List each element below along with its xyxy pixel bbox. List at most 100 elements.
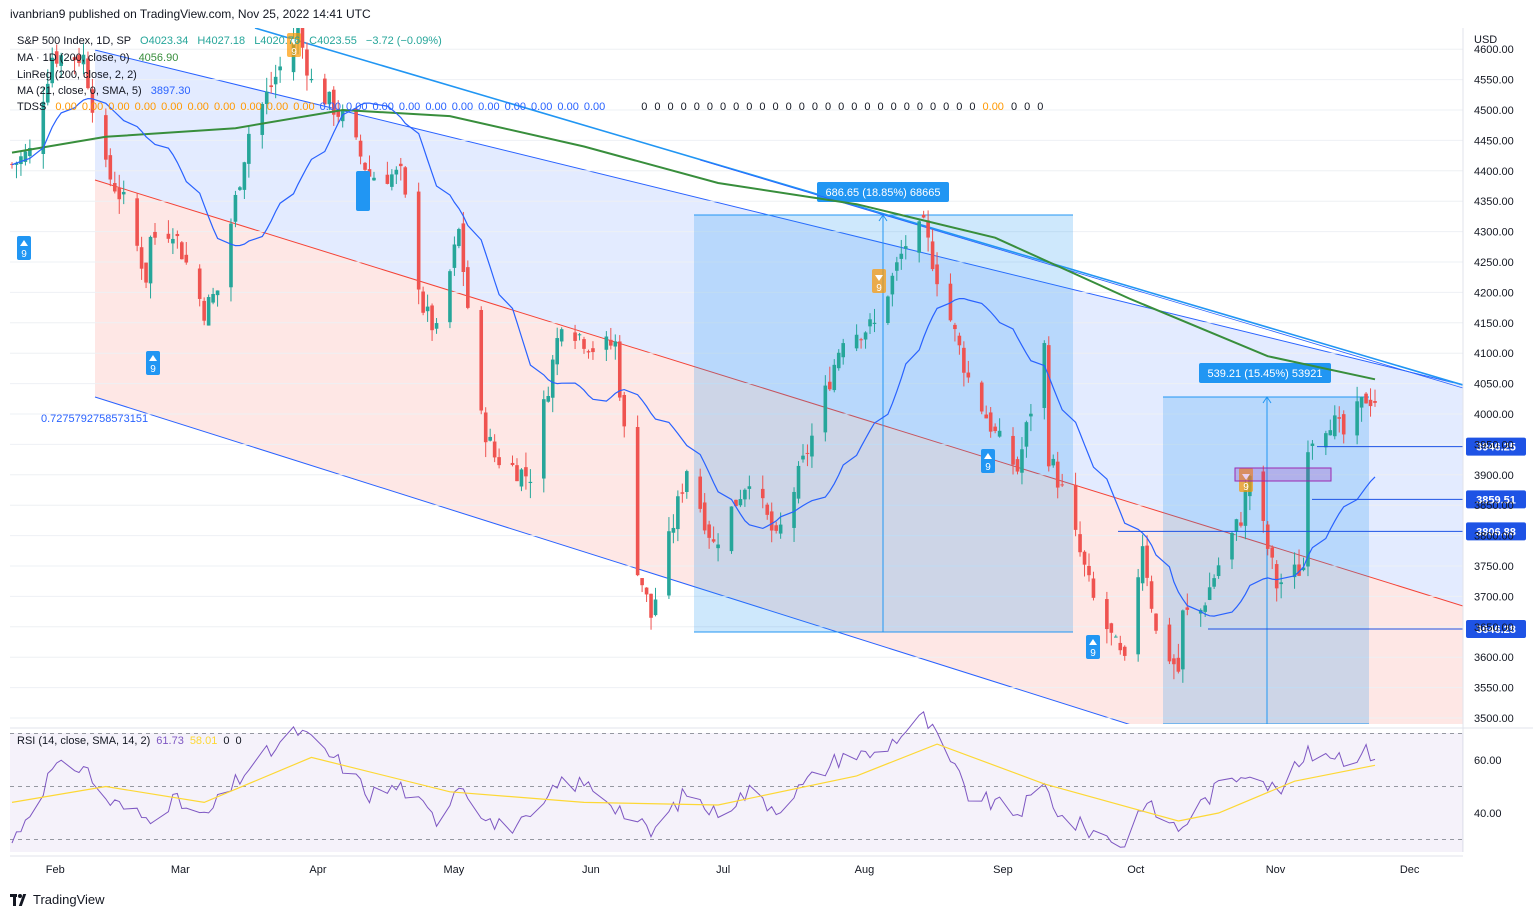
- candle-body: [796, 465, 801, 499]
- measure-range-2-label: 539.21 (15.45%) 53921: [1208, 368, 1323, 380]
- price-axis-tick: 4500.00: [1474, 105, 1514, 117]
- candle-body: [899, 253, 904, 259]
- candle-body: [1234, 519, 1239, 532]
- candle-body: [1359, 397, 1364, 408]
- candle-body: [327, 91, 332, 105]
- time-axis[interactable]: Feb Mar Apr May Jun Jul Aug Sep Oct Nov Dec: [10, 855, 1463, 876]
- price-level-tag[interactable]: [1466, 522, 1526, 541]
- resistance-line[interactable]: [254, 28, 1463, 386]
- rsi-axis-tick: 60.00: [1474, 755, 1502, 767]
- time-axis-month: Oct: [1127, 864, 1144, 876]
- candle-body: [1091, 578, 1096, 598]
- candle-body: [828, 381, 832, 390]
- candle-body: [765, 504, 770, 515]
- candle-body: [528, 481, 533, 484]
- candle-body: [385, 174, 390, 184]
- candle-body: [269, 85, 273, 88]
- candle-body: [1368, 399, 1373, 407]
- candle-body: [1154, 613, 1158, 631]
- candle-body: [903, 246, 908, 249]
- candle-body: [702, 502, 707, 531]
- price-levels[interactable]: 3946.25 3859.51 3806.88 3646.28: [1118, 437, 1526, 639]
- candle-body: [1355, 401, 1359, 436]
- candle-body: [1185, 607, 1190, 610]
- candle-body: [1261, 471, 1266, 521]
- candle-body: [935, 264, 939, 285]
- candle-body: [233, 194, 238, 222]
- candle-body: [139, 247, 144, 269]
- price-axis-tick: 3650.00: [1474, 622, 1514, 634]
- candle-body: [1216, 565, 1221, 577]
- candle-body: [175, 233, 180, 237]
- price-axis[interactable]: USD 3500.00 3550.00 3600.00 3650.00 3700.00 37…: [1462, 28, 1514, 852]
- candle-body: [997, 430, 1002, 437]
- time-axis-month: Sep: [993, 864, 1013, 876]
- time-axis-month: Jun: [582, 864, 600, 876]
- candle-body: [582, 339, 586, 349]
- candle-body: [1118, 642, 1123, 651]
- rsi-legend-value: 61.73: [156, 735, 184, 747]
- price-level-tag[interactable]: [1466, 490, 1526, 509]
- candle-body: [112, 183, 117, 192]
- candle-body: [926, 220, 930, 238]
- legend-ma200-value: 4056.90: [139, 52, 179, 64]
- tdss-value-blue: 0.00: [399, 101, 420, 113]
- tdss-value-count: 0.00: [983, 101, 1004, 113]
- ma200-line: [11, 108, 1376, 381]
- candle-body: [278, 66, 282, 71]
- candle-body: [680, 492, 685, 494]
- candle-body: [805, 452, 810, 454]
- candle-body: [872, 322, 877, 325]
- candle-body: [197, 268, 202, 299]
- td-buy-marker-3-bg: [981, 449, 995, 473]
- candle-body: [434, 323, 439, 329]
- candle-body: [510, 462, 515, 465]
- candle-body: [743, 489, 747, 500]
- candle-body: [117, 187, 122, 200]
- candle-body: [671, 527, 676, 533]
- td-buy-marker-3-arrow: [984, 453, 992, 459]
- candle-body: [1078, 534, 1082, 553]
- candle-body: [1265, 524, 1270, 549]
- td-buy-marker-3: 9: [981, 449, 995, 473]
- price-axis-tick: 4550.00: [1474, 75, 1514, 87]
- tdss-value-count: 0: [864, 101, 870, 113]
- highlight-rect: [1234, 467, 1332, 482]
- tdss-value-count: 0: [956, 101, 962, 113]
- measure-range-2-box[interactable]: [1163, 397, 1369, 724]
- candle-body: [707, 524, 711, 538]
- candle-body: [1230, 533, 1234, 560]
- candle-body: [180, 242, 184, 260]
- price-level-tag[interactable]: [1466, 437, 1526, 456]
- candle-body: [604, 336, 609, 350]
- candle-body: [841, 343, 846, 358]
- time-axis-month: Apr: [309, 864, 326, 876]
- legend-high: H4027.18: [197, 35, 245, 47]
- resistance-line-2[interactable]: [699, 159, 1463, 389]
- candle-body: [90, 89, 95, 113]
- tdss-value-blue: 0.00: [557, 101, 578, 113]
- candle-body: [555, 338, 559, 365]
- candle-body: [1060, 484, 1064, 486]
- tradingview-logo[interactable]: TradingView: [10, 892, 105, 907]
- candle-body: [573, 332, 577, 341]
- tdss-value-orange: 0.00: [214, 101, 235, 113]
- price-level-tag[interactable]: [1466, 620, 1526, 639]
- time-axis-month: May: [443, 864, 464, 876]
- measure-range-1-label: 686.65 (18.85%) 68665: [826, 187, 941, 199]
- tdss-value-blue: 0.00: [505, 101, 526, 113]
- rsi-line: [11, 711, 1376, 848]
- candle-body: [309, 78, 314, 81]
- tdss-value-count: 0: [799, 101, 805, 113]
- candle-body: [448, 271, 452, 323]
- candle-body: [211, 293, 215, 303]
- trend-lines[interactable]: [254, 28, 1463, 389]
- candle-body: [617, 341, 622, 398]
- candle-body: [14, 162, 19, 165]
- candle-body: [457, 229, 461, 247]
- candle-body: [635, 426, 640, 576]
- candle-body: [962, 347, 966, 373]
- rsi-pane[interactable]: 40.00 60.00 RSI (14, close, SMA, 14, 2) 61.…: [10, 711, 1533, 852]
- candle-body: [515, 465, 519, 482]
